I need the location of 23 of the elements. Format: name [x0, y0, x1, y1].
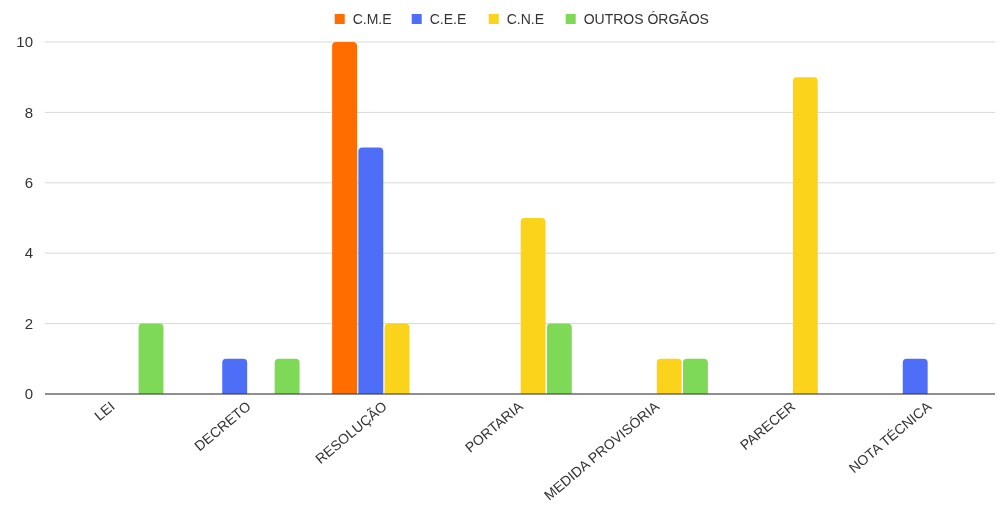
legend-label: C.E.E — [429, 11, 467, 27]
bar — [222, 358, 248, 394]
y-tick-label: 6 — [24, 174, 33, 192]
bar — [138, 323, 164, 394]
y-tick-label: 2 — [24, 314, 33, 332]
y-tick-label: 10 — [16, 33, 33, 51]
bar — [546, 323, 572, 394]
y-tick-label: 0 — [24, 385, 33, 403]
legend-label: OUTROS ÓRGÃOS — [583, 11, 709, 27]
bar — [358, 147, 384, 394]
bar — [332, 42, 358, 394]
bar — [682, 358, 708, 394]
bar — [792, 77, 818, 394]
bar — [384, 323, 410, 394]
legend-label: C.N.E — [506, 11, 545, 27]
y-tick-label: 4 — [24, 244, 33, 262]
bar — [520, 218, 546, 394]
bar — [656, 358, 682, 394]
bar — [902, 358, 928, 394]
bar — [274, 358, 300, 394]
legend-label: C.M.E — [352, 11, 392, 27]
y-tick-label: 8 — [24, 103, 33, 121]
x-tick-label: LEI — [91, 398, 118, 424]
